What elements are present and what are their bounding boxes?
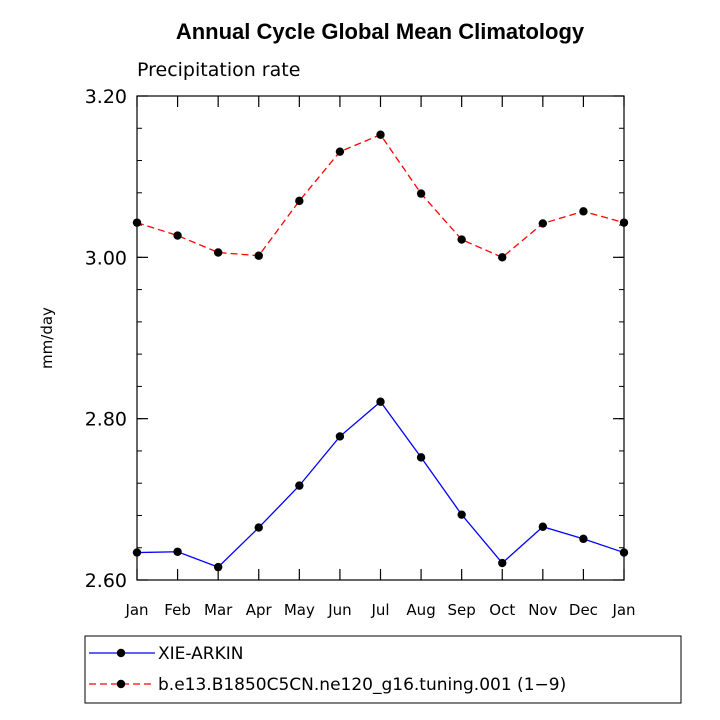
plot-frame — [136, 95, 625, 581]
x-tick-label: Aug — [406, 601, 435, 619]
y-tick-label: 3.20 — [85, 86, 127, 108]
series-0-point — [132, 548, 142, 557]
series-0-point — [619, 548, 629, 557]
series-0-point — [173, 547, 182, 556]
series-1-point — [335, 147, 345, 156]
y-tick-label: 3.00 — [85, 247, 127, 269]
series-0-point — [295, 481, 304, 490]
series-1-point — [254, 251, 263, 260]
legend-box — [84, 635, 682, 704]
x-tick-label: Nov — [528, 601, 557, 619]
series-0-point — [416, 453, 426, 462]
x-tick-label: Jun — [327, 601, 351, 619]
series-0-point — [579, 534, 588, 544]
legend-label-1: b.e13.B1850C5CN.ne120_g16.tuning.001 (1−… — [158, 675, 566, 695]
legend: XIE-ARKIN b.e13.B1850C5CN.ne120_g16.tuni… — [84, 635, 682, 704]
x-tick-label: Jul — [370, 601, 389, 619]
y-tick-label: 2.60 — [85, 570, 127, 592]
x-tick-label: Jan — [124, 601, 148, 619]
x-tick-label: Mar — [204, 601, 233, 619]
series-1-point — [132, 218, 142, 227]
series-1-point — [173, 231, 182, 240]
series-1-point — [295, 196, 304, 206]
series-0-point — [213, 562, 223, 572]
series-0-point — [254, 523, 263, 532]
series-1-point — [498, 253, 507, 262]
x-axis-ticks: Jan Feb Mar Apr May Jun Jul Aug Sep Oct Nov Dec Jan — [124, 96, 636, 619]
y-tick-label: 2.80 — [85, 409, 127, 431]
series-1-point — [213, 248, 223, 257]
x-tick-label: Dec — [569, 601, 598, 619]
series-0-point — [457, 510, 466, 519]
series-0-point — [538, 522, 548, 531]
x-tick-label: Feb — [164, 601, 191, 619]
series-0-point — [376, 397, 385, 406]
series-1-point — [579, 207, 588, 216]
series-0-point — [498, 558, 507, 568]
x-tick-label: Apr — [246, 601, 273, 619]
chart-title: Annual Cycle Global Mean Climatology — [176, 19, 585, 44]
series-layer — [132, 130, 629, 572]
series-1-point — [538, 219, 548, 228]
legend-label-0: XIE-ARKIN — [158, 644, 243, 664]
y-axis-label: mm/day — [38, 307, 56, 369]
chart-subtitle: Precipitation rate — [137, 59, 300, 81]
series-0-point — [335, 432, 345, 441]
series-1-point — [376, 130, 385, 139]
series-line-0 — [136, 400, 625, 568]
x-tick-label: Jan — [611, 601, 635, 619]
x-tick-label: May — [284, 601, 315, 619]
x-tick-label: Oct — [489, 601, 515, 619]
series-1-point — [619, 218, 629, 227]
legend-marker-0 — [116, 648, 126, 658]
x-tick-label: Sep — [448, 601, 476, 619]
series-line-1 — [136, 133, 625, 259]
series-1-point — [457, 235, 466, 244]
legend-marker-1 — [116, 679, 126, 689]
series-1-point — [416, 189, 426, 198]
y-axis-ticks: 2.60 2.80 3.00 3.20 — [85, 86, 624, 592]
